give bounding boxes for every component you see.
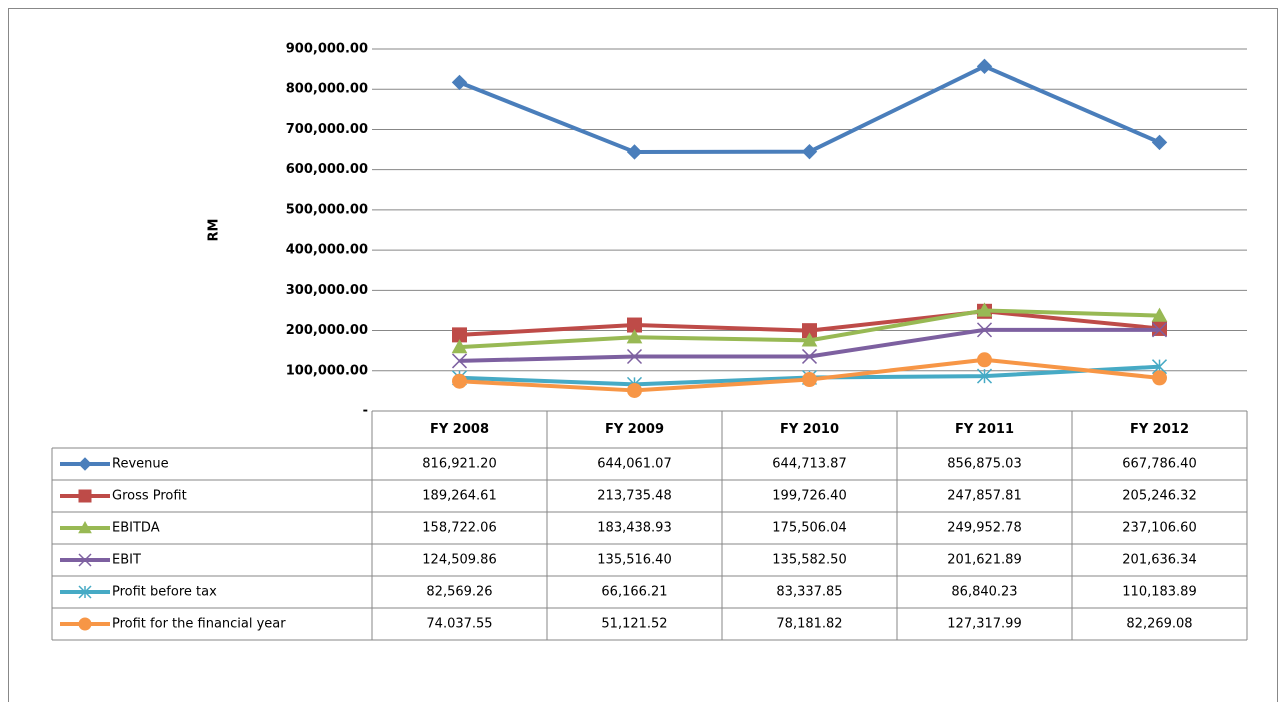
y-tick-label: 200,000.00 xyxy=(286,323,368,338)
marker xyxy=(802,372,817,388)
marker xyxy=(801,348,818,364)
table-cell: 66,166.21 xyxy=(601,585,667,600)
table-cell: 82,269.08 xyxy=(1126,617,1192,632)
marker xyxy=(1151,307,1168,322)
table-cell: 644,713.87 xyxy=(772,457,846,472)
x-tick-label: FY 2008 xyxy=(430,422,489,437)
table-cell: 135,582.50 xyxy=(772,553,846,568)
table-cell: 183,438.93 xyxy=(597,521,671,536)
table-cell: 189,264.61 xyxy=(422,489,496,504)
chart-border xyxy=(8,8,1278,706)
table-cell: 78,181.82 xyxy=(776,617,842,632)
y-tick-label: 100,000.00 xyxy=(286,363,368,378)
table-cell: 237,106.60 xyxy=(1122,521,1196,536)
marker xyxy=(801,143,818,160)
table-cell: 124,509.86 xyxy=(422,553,496,568)
table-cell: 82,569.26 xyxy=(426,585,492,600)
y-tick-label: 900,000.00 xyxy=(286,42,368,57)
y-tick-label: 400,000.00 xyxy=(286,243,368,258)
y-tick-label: 700,000.00 xyxy=(286,122,368,137)
table-cell: 127,317.99 xyxy=(947,617,1021,632)
legend-label: Revenue xyxy=(112,457,169,472)
marker xyxy=(1151,134,1168,151)
y-tick-label: 600,000.00 xyxy=(286,162,368,177)
marker xyxy=(976,58,993,75)
table-cell: 175,506.04 xyxy=(772,521,846,536)
marker xyxy=(78,457,92,471)
y-tick-label: 800,000.00 xyxy=(286,82,368,97)
table-cell: 205,246.32 xyxy=(1122,489,1196,504)
marker xyxy=(626,329,643,344)
table-cell: 249,952.78 xyxy=(947,521,1021,536)
table-cell: 74.037.55 xyxy=(426,617,492,632)
x-tick-label: FY 2009 xyxy=(605,422,664,437)
marker xyxy=(451,339,468,354)
table-cell: 110,183.89 xyxy=(1122,585,1196,600)
marker xyxy=(977,352,992,368)
x-tick-label: FY 2010 xyxy=(780,422,839,437)
marker xyxy=(801,332,818,347)
marker xyxy=(451,74,468,91)
table-cell: 135,516.40 xyxy=(597,553,671,568)
marker xyxy=(78,520,92,534)
marker xyxy=(78,553,92,567)
x-tick-label: FY 2012 xyxy=(1130,422,1189,437)
y-tick-label: - xyxy=(363,404,368,419)
marker xyxy=(78,489,92,503)
marker xyxy=(78,617,92,631)
series-line xyxy=(458,64,1161,154)
table-cell: 644,061.07 xyxy=(597,457,671,472)
table-cell: 83,337.85 xyxy=(776,585,842,600)
marker xyxy=(627,382,642,398)
marker xyxy=(626,144,643,160)
table-cell: 247,857.81 xyxy=(947,489,1021,504)
marker xyxy=(976,302,993,317)
y-tick-label: 500,000.00 xyxy=(286,202,368,217)
y-tick-label: 300,000.00 xyxy=(286,283,368,298)
table-cell: 51,121.52 xyxy=(601,617,667,632)
table-cell: 856,875.03 xyxy=(947,457,1021,472)
legend-label: EBIT xyxy=(112,553,141,568)
legend-label: Gross Profit xyxy=(112,489,187,504)
marker xyxy=(1151,322,1168,338)
table-cell: 213,735.48 xyxy=(597,489,671,504)
x-tick-label: FY 2011 xyxy=(955,422,1014,437)
marker xyxy=(452,373,467,389)
table-cell: 158,722.06 xyxy=(422,521,496,536)
table-cell: 201,621.89 xyxy=(947,553,1021,568)
marker xyxy=(976,368,993,384)
y-axis-label: RM xyxy=(207,219,222,242)
table-cell: 816,921.20 xyxy=(422,457,496,472)
table-cell: 86,840.23 xyxy=(951,585,1017,600)
marker xyxy=(626,348,643,365)
legend-label: Profit for the financial year xyxy=(112,617,286,632)
legend-label: EBITDA xyxy=(112,521,160,536)
table-cell: 201,636.34 xyxy=(1122,553,1196,568)
table-cell: 667,786.40 xyxy=(1122,457,1196,472)
marker xyxy=(976,322,993,338)
marker xyxy=(451,353,468,369)
marker xyxy=(1152,370,1167,386)
marker xyxy=(78,585,92,599)
table-cell: 199,726.40 xyxy=(772,489,846,504)
legend-label: Profit before tax xyxy=(112,585,217,600)
